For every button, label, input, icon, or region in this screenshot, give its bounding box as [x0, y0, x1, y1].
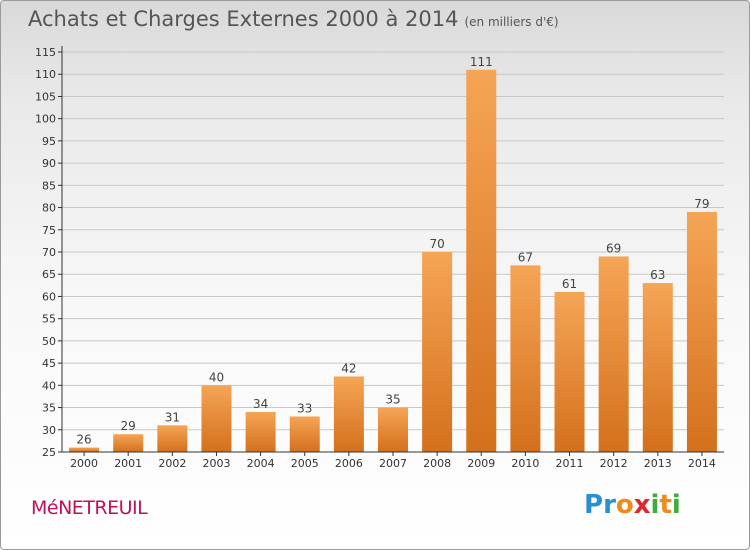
bar-value-label: 61	[562, 277, 577, 291]
logo-letter: i	[671, 490, 681, 520]
y-tick-label: 70	[42, 246, 56, 259]
y-tick-label: 35	[42, 402, 56, 415]
bar-value-label: 67	[518, 250, 533, 264]
logo-letter: i	[650, 490, 660, 520]
x-tick-label: 2007	[379, 457, 407, 470]
bar	[289, 416, 320, 452]
y-tick-label: 90	[42, 157, 56, 170]
bar-value-label: 69	[606, 241, 621, 255]
y-tick-label: 45	[42, 357, 56, 370]
y-tick-label: 105	[35, 90, 56, 103]
bar-value-label: 70	[429, 237, 444, 251]
logo-letter: o	[615, 490, 634, 520]
bar	[598, 256, 629, 452]
bar	[422, 252, 453, 452]
y-tick-label: 75	[42, 224, 56, 237]
logo-letter: x	[633, 490, 651, 520]
x-tick-label: 2008	[423, 457, 451, 470]
x-tick-label: 2006	[335, 457, 363, 470]
bar-value-label: 33	[297, 401, 312, 415]
y-tick-label: 115	[35, 46, 56, 59]
x-tick-label: 2005	[291, 457, 319, 470]
y-tick-label: 40	[42, 379, 56, 392]
bar-value-label: 63	[650, 268, 665, 282]
bar	[201, 385, 232, 452]
x-tick-label: 2009	[467, 457, 495, 470]
bar	[245, 412, 276, 452]
commune-name: MéNETREUIL	[31, 497, 148, 519]
y-tick-label: 80	[42, 202, 56, 215]
logo-letter: r	[603, 490, 616, 520]
bar-value-label: 34	[253, 397, 268, 411]
y-tick-label: 110	[35, 68, 56, 81]
x-tick-label: 2002	[158, 457, 186, 470]
proxiti-logo: Proxiti	[584, 490, 681, 520]
bar	[686, 212, 717, 452]
y-tick-label: 85	[42, 179, 56, 192]
y-tick-label: 55	[42, 313, 56, 326]
y-tick-label: 65	[42, 268, 56, 281]
bar-value-label: 42	[341, 361, 356, 375]
x-tick-label: 2004	[247, 457, 275, 470]
bar	[510, 265, 541, 452]
x-tick-label: 2013	[644, 457, 672, 470]
chart-unit: (en milliers d'€)	[464, 15, 559, 29]
bar-value-label: 31	[165, 410, 180, 424]
bar	[466, 69, 497, 453]
bar-value-label: 79	[694, 197, 709, 211]
x-tick-label: 2003	[202, 457, 230, 470]
x-tick-label: 2011	[556, 457, 584, 470]
bar	[554, 292, 585, 452]
x-tick-label: 2012	[600, 457, 628, 470]
bar	[113, 434, 144, 452]
logo-letter: t	[659, 490, 672, 520]
x-tick-label: 2001	[114, 457, 142, 470]
x-tick-label: 2010	[511, 457, 539, 470]
y-tick-label: 50	[42, 335, 56, 348]
bar	[642, 283, 673, 452]
y-tick-label: 95	[42, 135, 56, 148]
chart-title: Achats et Charges Externes 2000 à 2014 (e…	[28, 7, 559, 31]
y-tick-label: 30	[42, 424, 56, 437]
chart-title-text: Achats et Charges Externes 2000 à 2014	[28, 7, 459, 31]
bar	[333, 376, 364, 452]
bar-value-label: 35	[385, 393, 400, 407]
bar-value-label: 26	[76, 433, 91, 447]
y-tick-label: 100	[35, 113, 56, 126]
logo-letter: P	[584, 490, 604, 520]
bar	[378, 407, 408, 452]
y-tick-label: 60	[42, 290, 56, 303]
y-tick-label: 25	[42, 446, 56, 459]
x-tick-label: 2014	[688, 457, 716, 470]
bar	[69, 447, 100, 452]
x-tick-label: 2000	[70, 457, 98, 470]
bar-value-label: 111	[470, 55, 493, 69]
bar	[157, 425, 188, 452]
bar-value-label: 29	[121, 419, 136, 433]
bar-value-label: 40	[209, 370, 224, 384]
